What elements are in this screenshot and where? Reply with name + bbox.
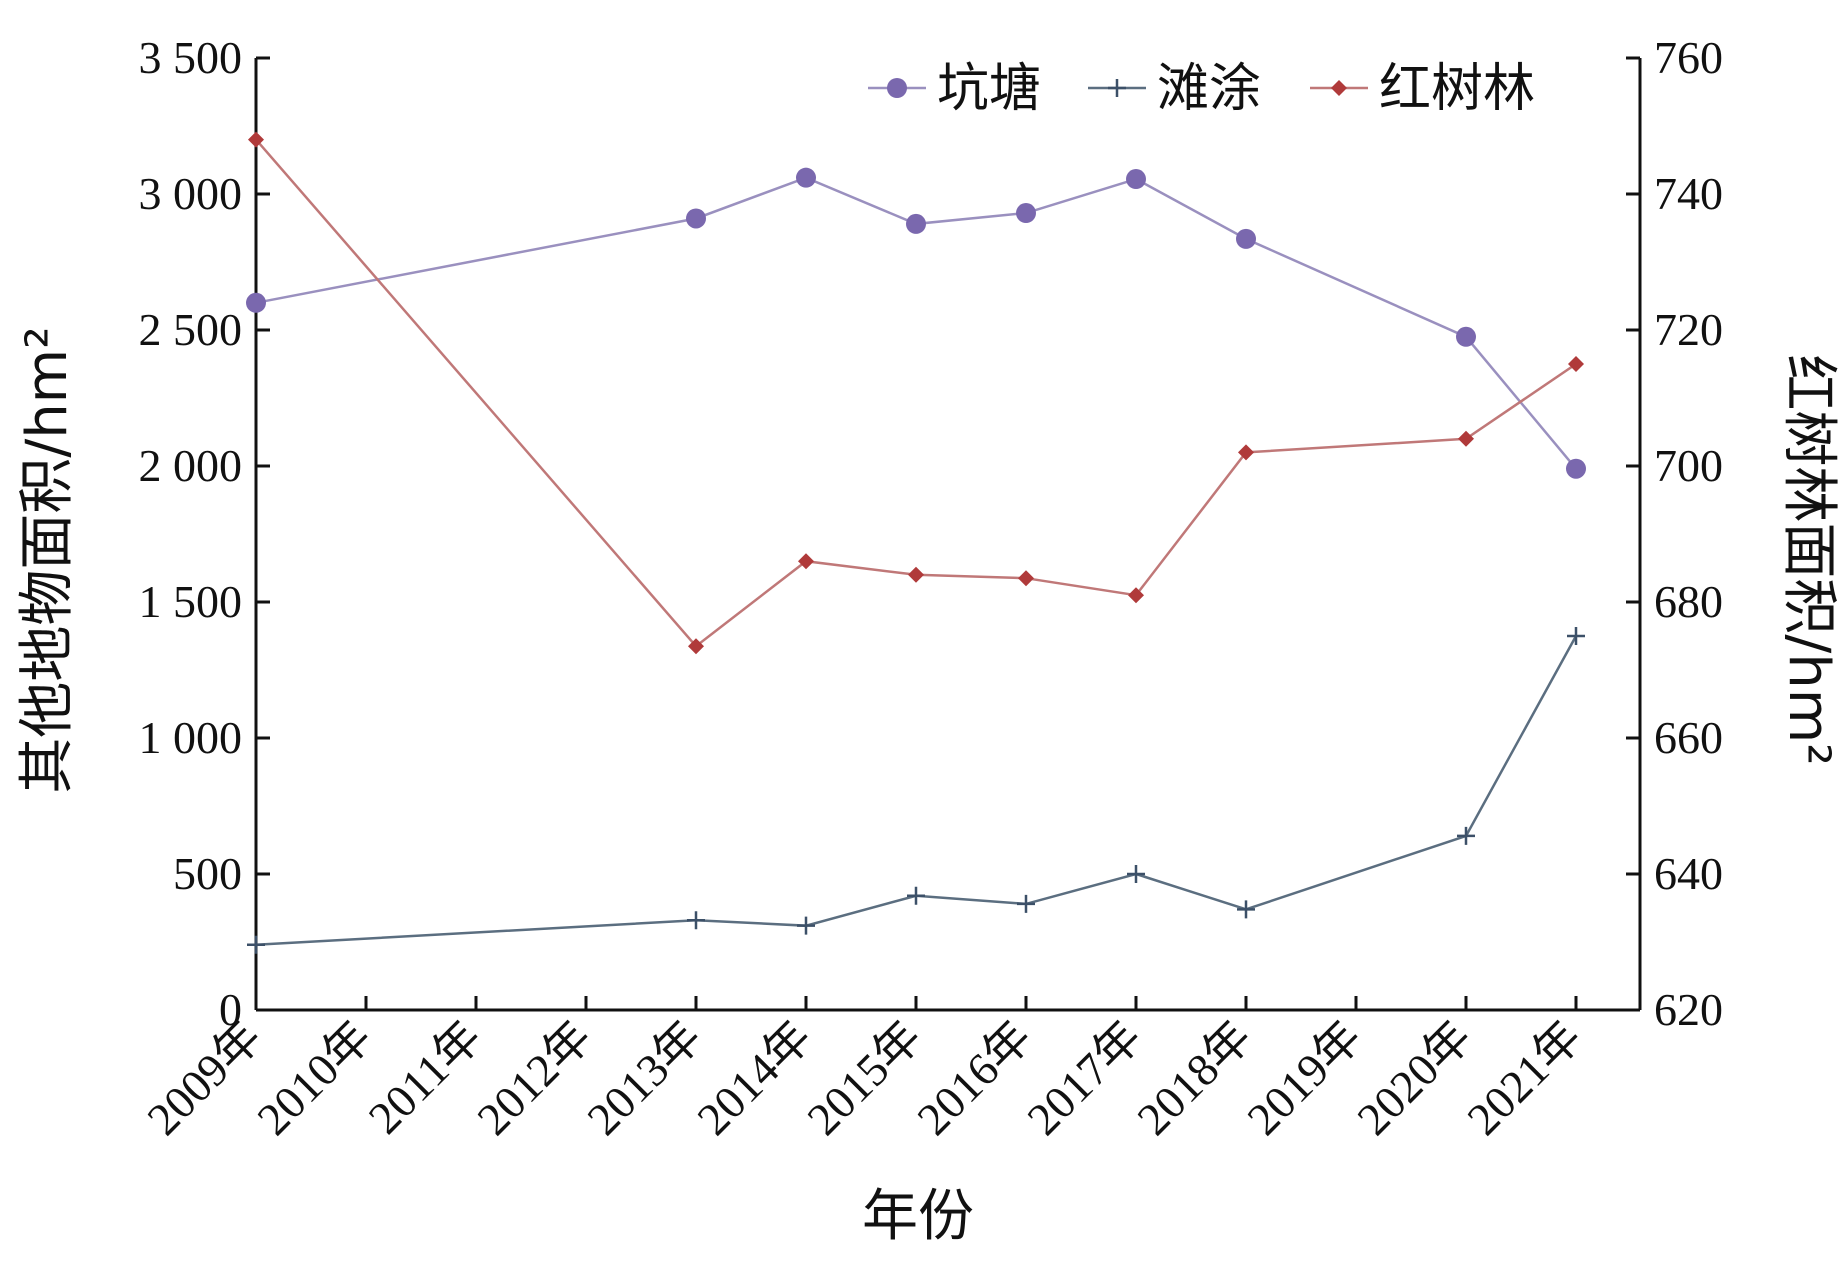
data-point-plus bbox=[1457, 826, 1475, 845]
x-tick-label: 2018年 bbox=[1127, 1011, 1261, 1145]
data-point-diamond bbox=[688, 638, 704, 655]
x-tick-label: 2010年 bbox=[247, 1011, 381, 1145]
y-tick-label-left: 1 500 bbox=[139, 576, 243, 627]
y-tick-label-right: 620 bbox=[1654, 984, 1723, 1035]
x-tick-label: 2020年 bbox=[1347, 1011, 1481, 1145]
data-point-diamond bbox=[908, 566, 924, 583]
x-tick-label: 2021年 bbox=[1457, 1011, 1591, 1145]
data-point-circle bbox=[686, 208, 706, 229]
x-tick-label: 2016年 bbox=[907, 1011, 1041, 1145]
y-tick-label-left: 2 500 bbox=[139, 304, 243, 355]
x-tick-label: 2015年 bbox=[797, 1011, 931, 1145]
y-tick-label-left: 3 000 bbox=[139, 168, 243, 219]
x-tick-label: 2011年 bbox=[359, 1011, 491, 1143]
data-point-plus bbox=[907, 886, 925, 905]
data-point-circle bbox=[1126, 169, 1146, 190]
series-markers bbox=[246, 131, 1586, 954]
y-tick-label-right: 660 bbox=[1654, 712, 1723, 763]
y-tick-label-right: 680 bbox=[1654, 576, 1723, 627]
y-axis-title-left: 其他地物面积/hm² bbox=[15, 326, 80, 793]
data-point-plus bbox=[1017, 894, 1035, 913]
data-point-plus bbox=[687, 911, 705, 930]
data-point-plus bbox=[1567, 627, 1585, 645]
data-point-circle bbox=[1566, 458, 1586, 479]
data-point-plus bbox=[1237, 900, 1255, 919]
data-point-circle bbox=[246, 292, 266, 313]
data-point-circle bbox=[1016, 203, 1036, 224]
y-tick-label-right: 720 bbox=[1654, 304, 1723, 355]
y-tick-label-right: 740 bbox=[1654, 168, 1723, 219]
axes: 0 500 1 000 1 500 2 000 2 500 3 000 3 500 620 640… bbox=[137, 32, 1723, 1145]
y-tick-label-right: 700 bbox=[1654, 440, 1723, 491]
y-tick-label-left: 3 500 bbox=[139, 32, 243, 83]
y-tick-label-right: 640 bbox=[1654, 848, 1723, 899]
legend-swatch-marker bbox=[1108, 79, 1126, 97]
data-point-diamond bbox=[1238, 444, 1254, 461]
x-tick-label: 2013年 bbox=[577, 1011, 711, 1145]
legend-swatch-marker bbox=[1331, 80, 1347, 96]
data-point-plus bbox=[797, 916, 815, 935]
data-point-diamond bbox=[1018, 570, 1034, 587]
y-axis-title-right: 红树林面积/hm² bbox=[1776, 354, 1841, 765]
x-tick-label: 2017年 bbox=[1017, 1011, 1151, 1145]
data-point-circle bbox=[1456, 326, 1476, 347]
y-tick-label-left: 2 000 bbox=[139, 440, 243, 491]
legend-label: 红树林 bbox=[1379, 59, 1535, 119]
data-point-diamond bbox=[248, 131, 264, 148]
y-tick-label-right: 760 bbox=[1654, 32, 1723, 83]
legend-label: 坑塘 bbox=[937, 59, 1041, 119]
data-point-circle bbox=[1236, 228, 1256, 249]
data-point-diamond bbox=[1458, 430, 1474, 447]
x-axis-title: 年份 bbox=[862, 1184, 974, 1249]
y-tick-label-left: 0 bbox=[219, 984, 242, 1035]
data-point-plus bbox=[247, 935, 265, 954]
x-tick-label: 2009年 bbox=[137, 1011, 271, 1145]
legend: 坑塘 滩涂 红树林 bbox=[868, 59, 1535, 119]
data-point-diamond bbox=[1128, 587, 1144, 604]
legend-swatch-marker bbox=[887, 78, 907, 98]
data-point-circle bbox=[796, 167, 816, 188]
data-point-diamond bbox=[1568, 356, 1584, 372]
x-tick-label: 2014年 bbox=[687, 1011, 821, 1145]
y-tick-label-left: 500 bbox=[173, 848, 242, 899]
series-lines bbox=[255, 138, 1578, 946]
y-tick-label-left: 1 000 bbox=[139, 712, 243, 763]
data-point-diamond bbox=[798, 553, 814, 570]
data-point-plus bbox=[1127, 865, 1145, 883]
x-tick-label: 2019年 bbox=[1237, 1011, 1371, 1145]
data-point-circle bbox=[906, 213, 926, 234]
legend-label: 滩涂 bbox=[1157, 59, 1261, 119]
x-tick-label: 2012年 bbox=[467, 1011, 601, 1145]
